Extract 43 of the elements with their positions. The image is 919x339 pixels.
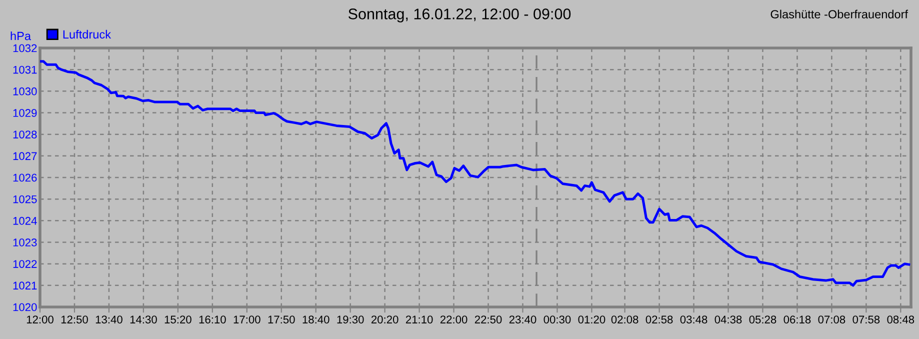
y-tick-label: 1024: [13, 216, 37, 225]
y-tick-label: 1028: [13, 130, 37, 138]
y-tick-label: 1023: [13, 238, 37, 246]
x-tick-label: 18:40: [302, 316, 330, 324]
y-tick-label: 1029: [13, 109, 37, 117]
x-tick-label: 05:28: [749, 316, 776, 324]
x-tick-label: 00:30: [544, 316, 571, 324]
y-tick-label: 1025: [13, 195, 37, 204]
x-tick-label: 21:10: [406, 316, 433, 324]
y-tick-label: 1022: [13, 260, 37, 268]
x-tick-label: 22:00: [440, 316, 468, 324]
x-tick-label: 07:58: [852, 316, 880, 324]
y-tick-label: 1032: [13, 44, 37, 52]
x-tick-label: 23:40: [509, 316, 536, 324]
x-tick-label: 19:30: [337, 316, 364, 324]
y-axis-title: hPa: [10, 32, 32, 40]
x-tick-label: 15:20: [164, 316, 192, 324]
x-tick-label: 02:08: [611, 316, 638, 324]
y-tick-label: 1027: [13, 152, 37, 160]
x-tick-label: 20:20: [371, 316, 398, 324]
y-tick-label: 1030: [13, 87, 37, 96]
x-tick-label: 16:10: [199, 316, 226, 324]
x-tick-label: 17:00: [234, 316, 260, 324]
x-tick-label: 07:08: [818, 316, 846, 324]
x-tick-label: 13:40: [96, 316, 122, 324]
legend-label: Luftdruck: [63, 30, 112, 39]
y-tick-label: 1031: [13, 66, 37, 74]
x-tick-label: 22:50: [474, 316, 502, 324]
text: Glashütte -Oberfrauendorf: [770, 10, 908, 18]
x-tick-label: 12:00: [26, 316, 54, 324]
x-tick-label: 17:50: [268, 316, 295, 324]
chart-title: Sonntag, 16.01.22, 12:00 - 09:00: [348, 8, 571, 22]
x-tick-label: 02:58: [646, 316, 673, 324]
x-tick-label: 08:48: [887, 316, 914, 324]
x-tick-label: 12:50: [61, 316, 88, 324]
y-tick-label: 1021: [13, 282, 37, 290]
y-tick-label: 1026: [13, 174, 37, 182]
y-tick-label: 1020: [13, 303, 37, 312]
x-tick-label: 01:20: [578, 316, 606, 324]
x-tick-label: 06:18: [784, 316, 811, 324]
x-tick-label: 03:48: [680, 316, 708, 324]
x-tick-label: 14:30: [130, 316, 157, 324]
x-tick-label: 04:38: [714, 316, 742, 324]
